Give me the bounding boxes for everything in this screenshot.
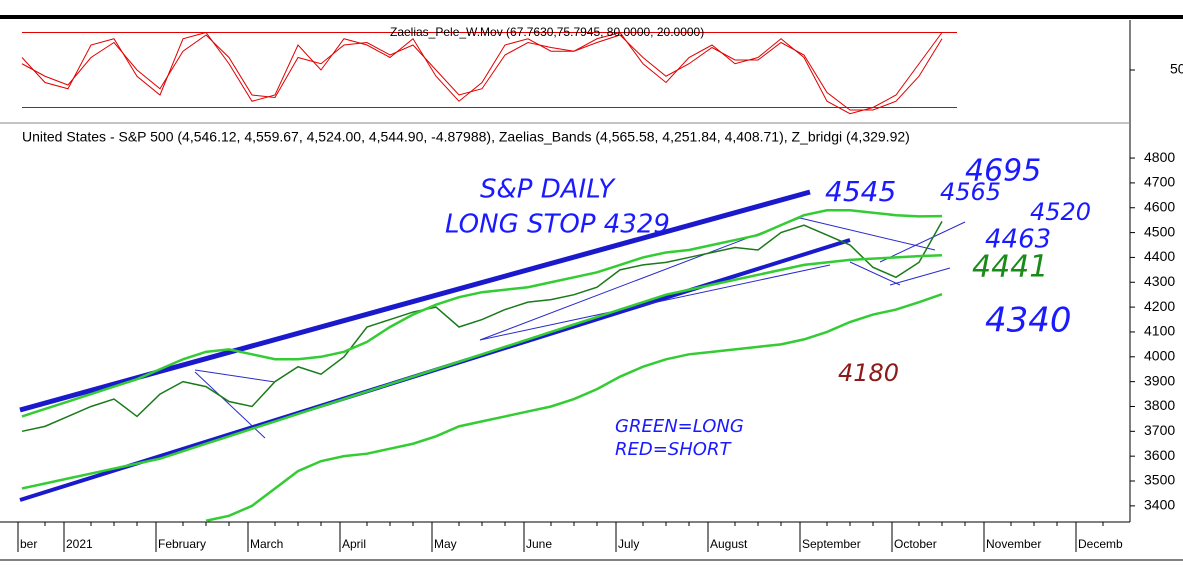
x-tick-label: ber: [20, 537, 37, 551]
trend-line: [879, 221, 966, 263]
annotation: S&P DAILY: [480, 175, 616, 205]
y-tick-label: 3400: [1144, 497, 1175, 513]
y-tick-label: 3800: [1144, 397, 1175, 413]
y-tick-label: 3500: [1144, 472, 1175, 488]
oscillator-title: Zaelias_Pele_W.Mov (67.7630,75.7945, 80.…: [390, 25, 704, 39]
annotation: 4545: [825, 175, 896, 208]
series-line: [21, 34, 943, 111]
annotation: 4520: [1030, 198, 1091, 226]
x-tick-label: March: [250, 537, 283, 551]
x-tick-label: June: [526, 537, 552, 551]
x-tick-label: April: [342, 537, 366, 551]
price-title: United States - S&P 500 (4,546.12, 4,559…: [22, 129, 910, 145]
series-line: [205, 293, 943, 522]
y-tick-label: 50: [1170, 61, 1183, 77]
trend-line: [194, 371, 266, 439]
price-panel: [19, 189, 966, 522]
x-tick-label: October: [894, 537, 937, 551]
y-tick-label: 4600: [1144, 198, 1175, 214]
y-tick-label: 3700: [1144, 422, 1175, 438]
trend-line: [849, 261, 901, 286]
annotation: GREEN=LONG: [615, 416, 744, 437]
x-tick-label: Decemb: [1078, 537, 1123, 551]
x-tick-label: 2021: [66, 537, 93, 551]
y-tick-label: 4000: [1144, 347, 1175, 363]
y-tick-label: 4100: [1144, 323, 1175, 339]
x-tick-label: November: [986, 537, 1041, 551]
y-tick-label: 4300: [1144, 273, 1175, 289]
x-tick-label: September: [802, 537, 861, 551]
y-tick-label: 4200: [1144, 298, 1175, 314]
annotation: LONG STOP 4329: [445, 210, 670, 240]
series-line: [21, 31, 943, 115]
x-tick-label: May: [434, 537, 457, 551]
y-tick-label: 3600: [1144, 447, 1175, 463]
y-tick-label: 4400: [1144, 248, 1175, 264]
annotation: 4180: [838, 359, 899, 387]
trend-line: [479, 264, 831, 341]
annotation: 4463: [985, 225, 1051, 255]
y-tick-label: 4800: [1144, 149, 1175, 165]
x-tick-label: August: [710, 537, 748, 551]
annotation: 4340: [985, 301, 1072, 341]
annotation: 4695: [965, 154, 1041, 189]
y-tick-label: 4700: [1144, 174, 1175, 190]
annotation: 4565: [940, 178, 1001, 206]
x-tick-label: February: [158, 537, 206, 551]
oscillator-panel: [21, 31, 957, 115]
series-line: [21, 221, 943, 433]
trend-line: [194, 369, 276, 383]
x-tick-label: July: [618, 537, 639, 551]
y-tick-label: 3900: [1144, 372, 1175, 388]
annotation: 4441: [972, 250, 1048, 285]
series-line: [21, 208, 943, 418]
trend-line: [889, 267, 951, 286]
series-line: [21, 253, 943, 490]
trend-line: [799, 217, 936, 251]
annotation: RED=SHORT: [615, 439, 732, 460]
y-tick-label: 4500: [1144, 223, 1175, 239]
